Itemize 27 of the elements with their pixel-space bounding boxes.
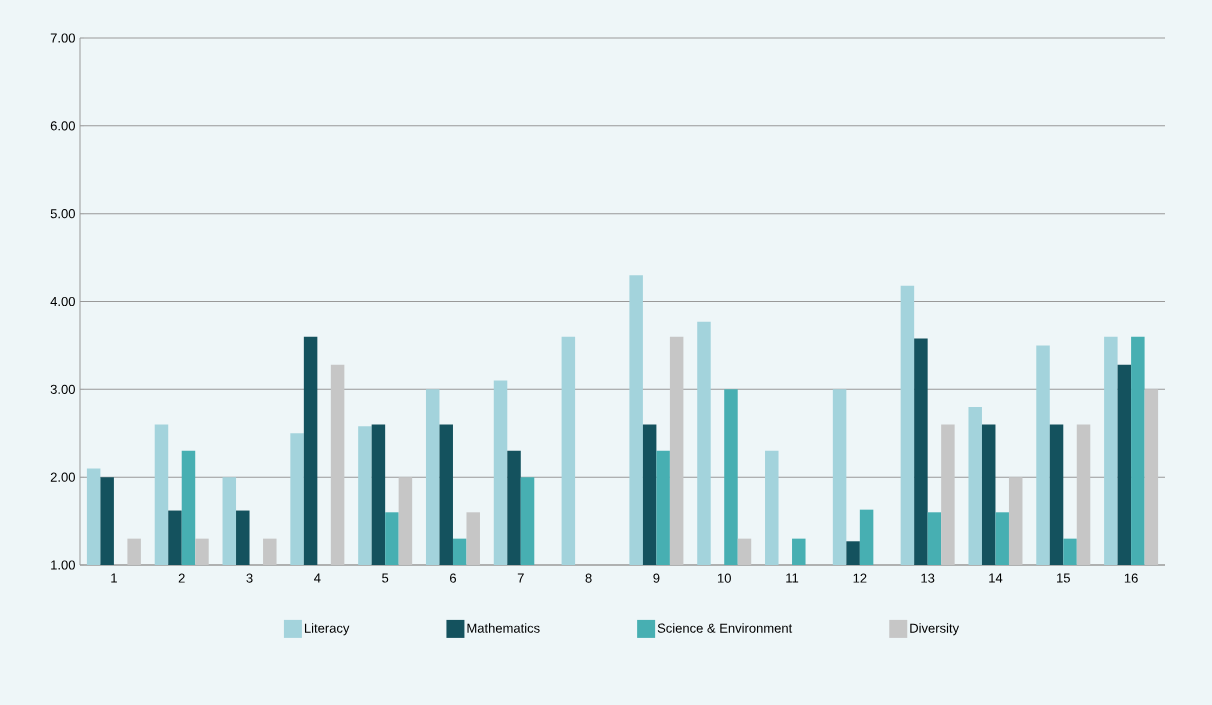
legend-label: Literacy: [304, 623, 350, 636]
x-tick-label: 14: [989, 573, 1003, 583]
y-tick-label: 1.00: [51, 560, 75, 570]
x-tick-label: 16: [1124, 573, 1138, 583]
x-tick-label: 5: [382, 573, 389, 583]
y-tick-label: 5.00: [50, 209, 75, 219]
x-tick-label: 1: [111, 573, 117, 583]
x-tick-label: 12: [853, 573, 867, 583]
legend-label: Science & Environment: [657, 623, 793, 633]
y-tick-label: 3.00: [50, 384, 75, 394]
x-tick-label: 2: [178, 573, 185, 583]
x-tick-label: 7: [517, 573, 524, 583]
x-tick-label: 4: [314, 573, 321, 583]
x-tick-label: 15: [1057, 573, 1070, 583]
y-tick-label: 2.00: [50, 472, 75, 482]
x-tick-label: 13: [921, 573, 935, 583]
x-tick-label: 10: [717, 573, 731, 583]
x-tick-label: 3: [246, 573, 253, 583]
legend-label: Mathematics: [467, 623, 540, 633]
x-tick-label: 6: [450, 573, 457, 583]
y-tick-label: 6.00: [50, 121, 75, 131]
x-tick-label: 8: [585, 573, 592, 583]
legend-label: Diversity: [910, 623, 960, 636]
x-tick-label: 9: [653, 573, 660, 583]
y-tick-label: 4.00: [50, 296, 75, 307]
x-tick-label: 11: [786, 573, 799, 583]
y-tick-label: 7.00: [50, 33, 75, 43]
